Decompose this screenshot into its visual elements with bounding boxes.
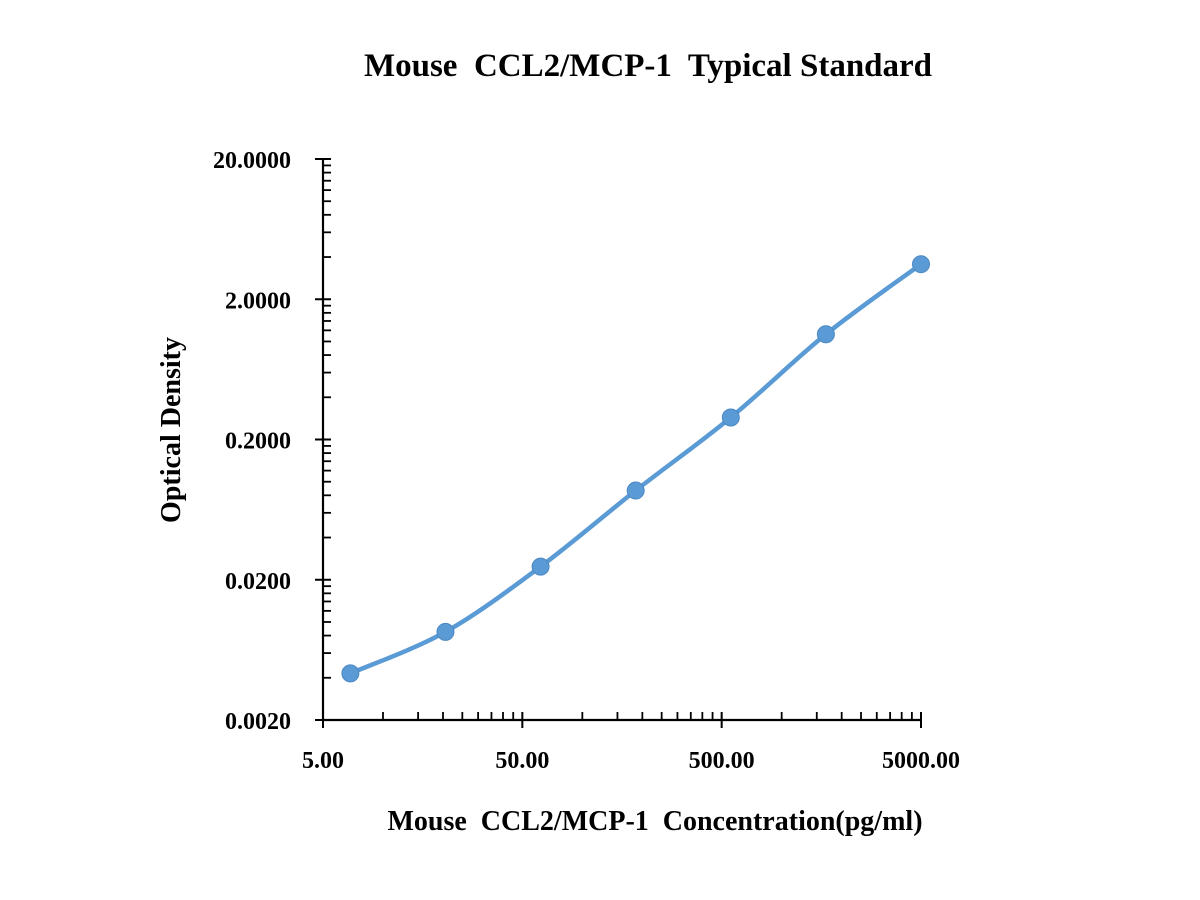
data-point [816,325,835,344]
y-tick-label: 0.2000 [225,429,291,455]
data-point [912,255,930,274]
x-tick-label: 50.00 [495,748,549,774]
data-point [341,664,360,683]
chart-title: Mouse CCL2/MCP-1 Typical Standard [364,48,932,84]
series [341,255,930,683]
data-point [436,622,455,641]
y-tick-label: 20.0000 [213,148,291,174]
series-line [348,261,924,676]
x-axis-label: Mouse CCL2/MCP-1 Concentration(pg/ml) [387,806,922,837]
y-tick-label: 2.0000 [225,288,291,314]
x-tick-label: 5000.00 [882,748,960,774]
tick-labels: 5.00 50.00 500.00 5000.00 0.0020 0.0200 0.2000… [213,148,960,774]
y-tick-label: 0.0020 [225,709,291,735]
data-point [531,557,550,576]
ticks [315,158,922,728]
data-point [626,481,645,500]
data-point [721,408,740,427]
axes [321,159,921,722]
y-tick-label: 0.0200 [225,569,291,595]
y-axis-label: Optical Density [156,337,187,523]
x-tick-label: 5.00 [302,748,344,774]
x-tick-label: 500.00 [689,748,755,774]
